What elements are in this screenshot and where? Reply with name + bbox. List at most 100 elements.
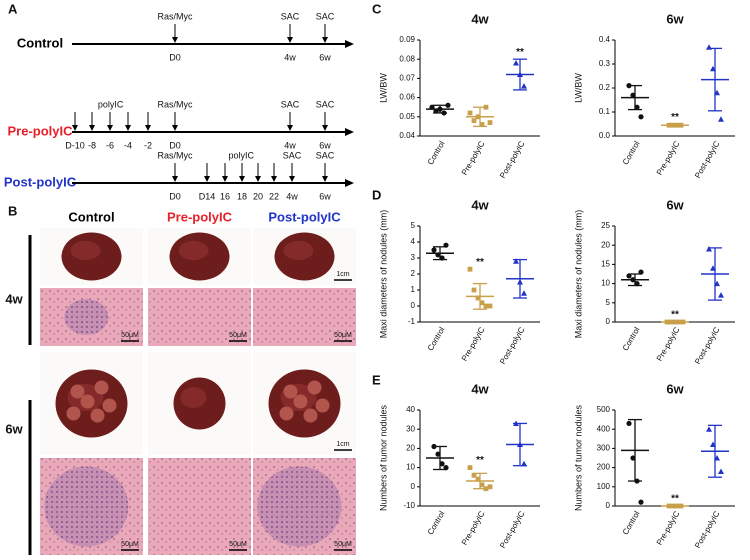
scale-label: 50μM [229,541,247,548]
y-tick-label: -1 [408,317,416,326]
x-tick-label: Control [621,509,642,536]
arrowhead [145,125,151,131]
y-tick-label: 20 [601,240,610,249]
point [471,118,477,124]
chart-title: 6w [666,197,684,212]
point [521,290,527,296]
y-tick-label: 1 [411,285,416,294]
y-tick-label: 20 [406,444,415,453]
y-tick-label: 0.06 [399,93,415,102]
y-tick-label: 0.08 [399,54,415,63]
point [483,303,489,309]
polyic-note: polyIC [228,150,254,160]
event-bottom: -6 [106,140,114,150]
y-axis-label: LW/BW [573,73,583,103]
scale-label: 50μM [334,541,352,548]
event-top: SAC [316,11,335,21]
chart-title: 6w [666,381,684,396]
point [487,303,493,309]
tumor-nodule [94,380,109,395]
y-tick-label: 500 [597,405,611,414]
event-top: SAC [281,99,300,109]
tissue-photo [148,288,251,346]
point [467,465,473,470]
point [479,482,485,488]
tissue-photo [148,458,251,555]
x-tick-label: Pre-polyIC [460,139,487,176]
y-tick-label: 40 [406,405,415,414]
event-bottom: 4w [286,191,298,201]
x-tick-label: Pre-polyIC [460,509,487,546]
panel-label: B [8,203,17,218]
arrowhead [255,176,261,182]
scale-label: 50μM [229,332,247,339]
significance: ** [671,310,679,321]
scale-label: 1cm [336,441,349,448]
arrowhead [345,40,354,48]
arrowhead [204,176,210,182]
y-tick-label: 3 [411,253,416,262]
event-top: SAC [316,99,335,109]
tumor-nodule [66,406,81,421]
point [638,499,644,505]
y-tick-label: 100 [597,482,611,491]
y-tick-label: 0 [411,301,416,310]
column-header: Control [68,209,114,224]
point [445,102,451,108]
arrowhead [107,125,113,131]
point [706,246,712,252]
arrowhead [239,176,245,182]
y-tick-label: 300 [597,444,611,453]
point [521,460,527,467]
event-bottom: D0 [169,191,181,201]
arrowhead [345,128,354,136]
arrowhead [172,176,178,182]
tumor-nodule [307,380,322,395]
point [471,472,477,478]
y-axis-label: Maxi diameters of nodules (mm) [573,210,583,339]
row-label: Control [17,35,63,50]
tumor-region [64,299,109,335]
y-tick-label: 10 [406,463,415,472]
event-bottom: -4 [124,140,132,150]
tumor-nodule [102,398,117,413]
y-tick-label: 0.4 [599,35,611,44]
x-tick-label: Post-polyIC [693,509,722,550]
y-tick-label: 0 [606,317,611,326]
y-axis-label: Maxi diameters of nodules (mm) [378,210,388,339]
y-tick-label: 25 [601,221,610,230]
point [431,247,437,253]
y-tick-label: 0.3 [599,59,611,68]
x-tick-label: Control [426,139,447,166]
y-axis-label: Numbers of tumor nodules [378,404,388,511]
y-tick-label: 4 [411,237,416,246]
column-header: Pre-polyIC [167,209,233,224]
point [706,426,712,432]
significance: ** [671,112,679,123]
arrowhead [125,125,131,131]
event-top: Ras/Myc [157,99,193,109]
point [521,83,527,89]
y-tick-label: 0.07 [399,74,415,83]
tumor-region [44,466,129,547]
row-label: 6w [5,421,23,436]
scale-label: 50μM [121,332,139,339]
y-tick-label: 0 [606,501,611,510]
x-tick-label: Control [621,325,642,352]
point [479,122,485,127]
arrowhead [89,125,95,131]
tumor-nodule [303,408,318,423]
significance: ** [671,494,679,505]
y-tick-label: 0.2 [599,83,611,92]
x-tick-label: Post-polyIC [498,509,527,550]
arrowhead [322,37,328,43]
event-bottom: 20 [253,191,263,201]
point [435,451,441,457]
event-top: SAC [316,150,335,160]
event-bottom: 4w [284,140,296,150]
point [475,295,481,301]
point [487,484,493,490]
x-tick-label: Post-polyIC [498,139,527,180]
tumor-nodule [90,408,105,423]
